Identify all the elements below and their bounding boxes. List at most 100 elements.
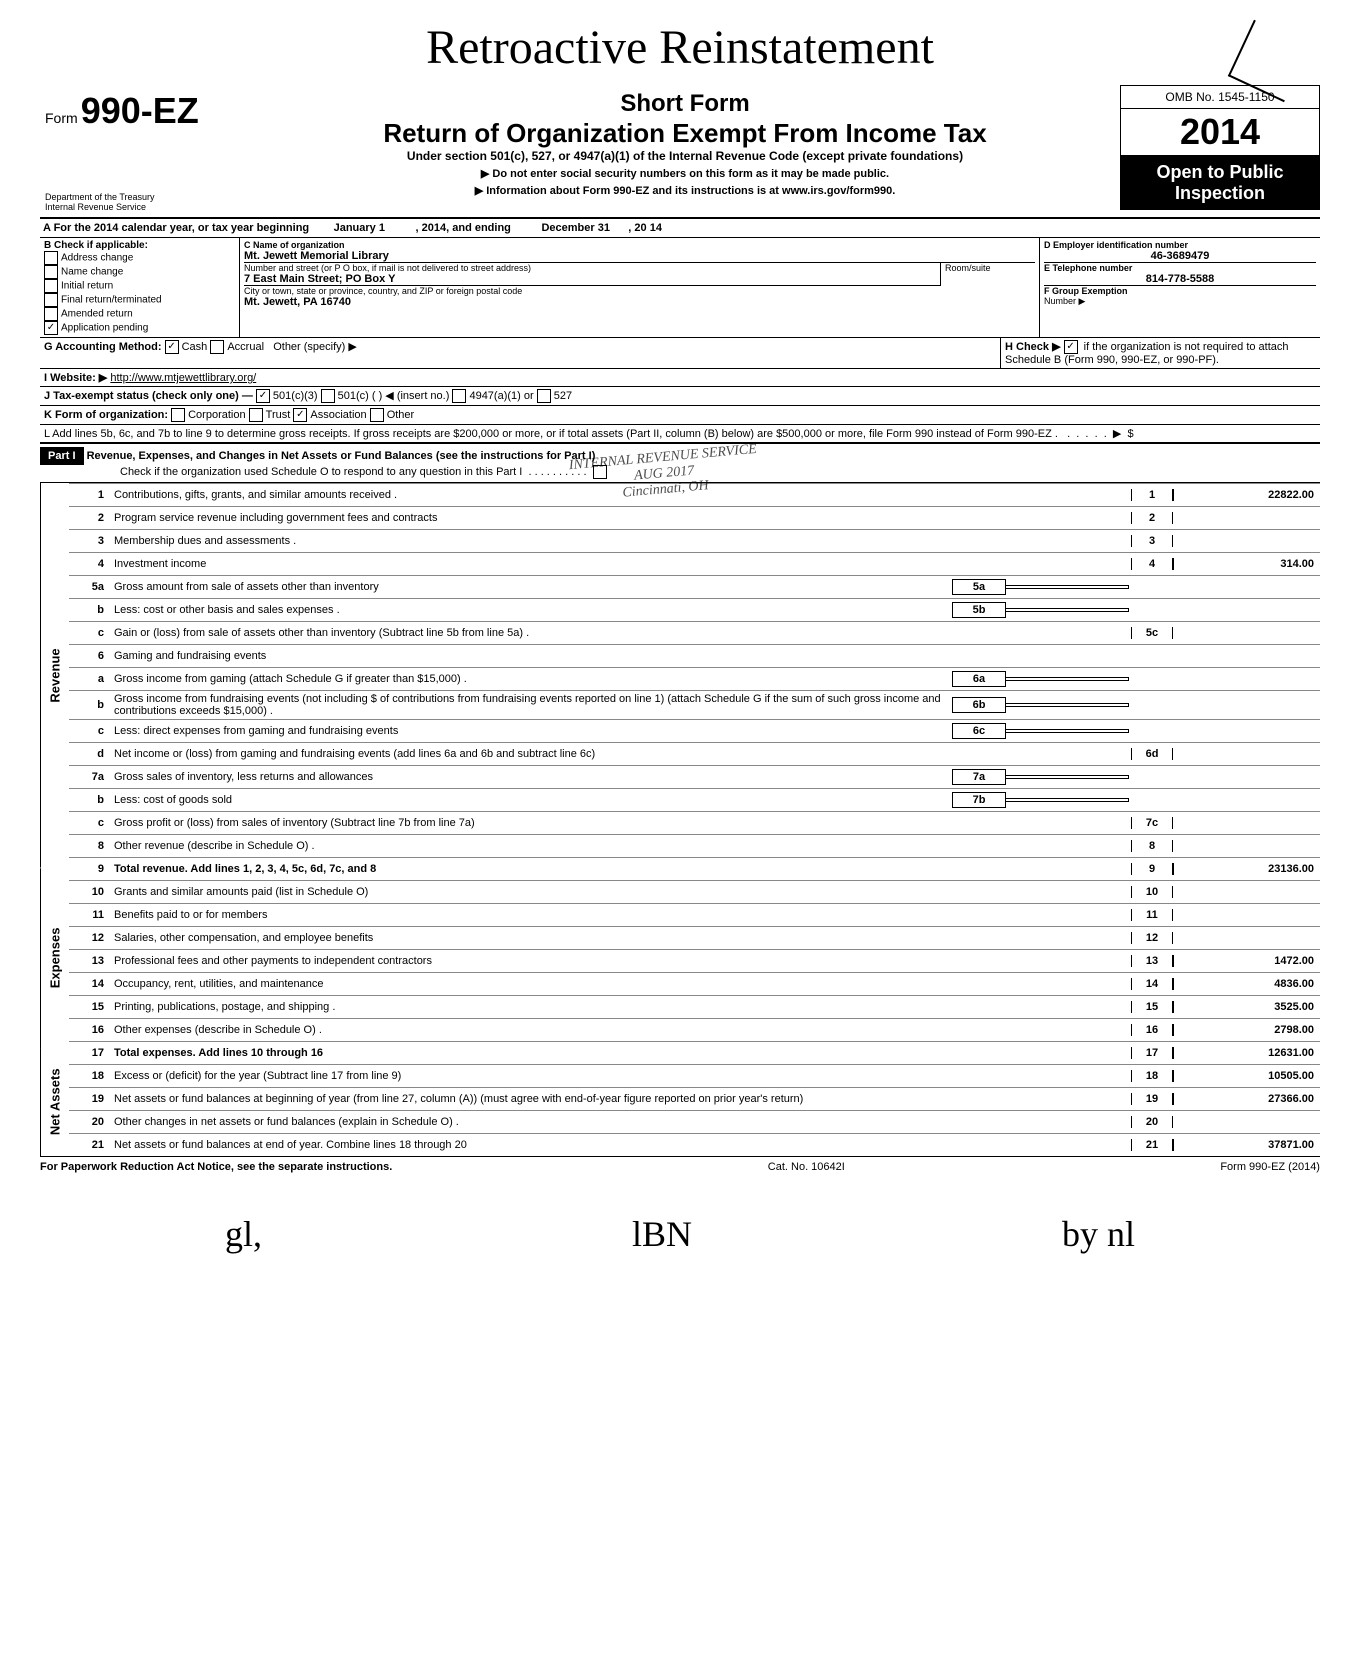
l-text: L Add lines 5b, 6c, and 7b to line 9 to … xyxy=(44,428,1058,440)
k-label: K Form of organization: xyxy=(44,409,168,421)
expenses-label: Expenses xyxy=(40,868,69,1048)
line-number: 1 xyxy=(69,489,112,501)
block-b-header: B Check if applicable: xyxy=(44,240,235,251)
line-description: Occupancy, rent, utilities, and maintena… xyxy=(112,976,1131,992)
sub-box-value[interactable] xyxy=(1006,703,1129,707)
line-number: c xyxy=(69,627,112,639)
block-b-item-label: Amended return xyxy=(61,309,133,320)
k-checkbox[interactable] xyxy=(370,408,384,422)
sub-box-value[interactable] xyxy=(1006,585,1129,589)
line-value[interactable]: 22822.00 xyxy=(1173,489,1320,501)
sub-box-label: 5a xyxy=(952,579,1006,595)
sub-box-label: 6c xyxy=(952,723,1006,739)
j-label: J Tax-exempt status (check only one) — xyxy=(44,390,253,402)
form-line: 11Benefits paid to or for members11 xyxy=(69,903,1320,926)
f-label: F Group Exemption xyxy=(1044,286,1316,296)
j-501c-checkbox[interactable] xyxy=(321,389,335,403)
netassets-label: Net Assets xyxy=(40,1048,69,1156)
i-label: I Website: ▶ xyxy=(44,372,107,384)
line-l: L Add lines 5b, 6c, and 7b to line 9 to … xyxy=(40,425,1320,442)
block-b-checkbox[interactable] xyxy=(44,251,58,265)
line-box-number: 12 xyxy=(1131,932,1173,944)
part1-check: Check if the organization used Schedule … xyxy=(120,466,522,478)
form-line: 13Professional fees and other payments t… xyxy=(69,949,1320,972)
form-line: bGross income from fundraising events (n… xyxy=(69,690,1320,719)
line-box-number: 17 xyxy=(1131,1047,1173,1059)
sub-box-value[interactable] xyxy=(1006,798,1129,802)
line-box-number: 16 xyxy=(1131,1024,1173,1036)
g-other: Other (specify) ▶ xyxy=(273,341,357,353)
line-value[interactable]: 314.00 xyxy=(1173,558,1320,570)
f-label2: Number ▶ xyxy=(1044,296,1316,307)
line-description: Gaming and fundraising events xyxy=(112,648,1131,664)
line-box-number: 11 xyxy=(1131,909,1173,921)
form-prefix: Form xyxy=(45,110,78,126)
j-527-checkbox[interactable] xyxy=(537,389,551,403)
form-line: 8Other revenue (describe in Schedule O) … xyxy=(69,834,1320,857)
sub-box-value[interactable] xyxy=(1006,677,1129,681)
j-opt2b: ) ◀ (insert no.) xyxy=(379,390,450,402)
line-box-number: 9 xyxy=(1131,863,1173,875)
line-value[interactable]: 1472.00 xyxy=(1173,955,1320,967)
sub-box-value[interactable] xyxy=(1006,775,1129,779)
block-b-checkbox[interactable] xyxy=(44,279,58,293)
block-b-checkbox[interactable] xyxy=(44,293,58,307)
form-line: bLess: cost or other basis and sales exp… xyxy=(69,598,1320,621)
k-checkbox[interactable] xyxy=(293,408,307,422)
line-j: J Tax-exempt status (check only one) — 5… xyxy=(40,387,1320,405)
block-b-checkbox[interactable] xyxy=(44,307,58,321)
k-checkbox[interactable] xyxy=(171,408,185,422)
line-number: d xyxy=(69,748,112,760)
website: http://www.mtjewettlibrary.org/ xyxy=(110,372,256,384)
initial-3: by nl xyxy=(1062,1213,1135,1255)
sub-box-value[interactable] xyxy=(1006,729,1129,733)
line-value[interactable]: 3525.00 xyxy=(1173,1001,1320,1013)
open1: Open to Public xyxy=(1126,162,1314,183)
initial-2: lBN xyxy=(632,1213,692,1255)
accrual-checkbox[interactable] xyxy=(210,340,224,354)
h-checkbox[interactable] xyxy=(1064,340,1078,354)
line-value[interactable]: 2798.00 xyxy=(1173,1024,1320,1036)
cash-checkbox[interactable] xyxy=(165,340,179,354)
form-number: 990-EZ xyxy=(81,90,199,131)
form-line: 6Gaming and fundraising events xyxy=(69,644,1320,667)
line-value[interactable]: 12631.00 xyxy=(1173,1047,1320,1059)
line-value[interactable]: 27366.00 xyxy=(1173,1093,1320,1105)
j-501c3-checkbox[interactable] xyxy=(256,389,270,403)
sub-box-label: 5b xyxy=(952,602,1006,618)
line-number: 2 xyxy=(69,512,112,524)
line-description: Other revenue (describe in Schedule O) . xyxy=(112,838,1131,854)
block-b-checkbox[interactable] xyxy=(44,265,58,279)
line-number: 19 xyxy=(69,1093,112,1105)
block-b-item: Address change xyxy=(44,251,235,265)
line-box-number: 3 xyxy=(1131,535,1173,547)
line-box-number: 10 xyxy=(1131,886,1173,898)
j-4947-checkbox[interactable] xyxy=(452,389,466,403)
line-description: Gain or (loss) from sale of assets other… xyxy=(112,625,1131,641)
line-value[interactable]: 23136.00 xyxy=(1173,863,1320,875)
line-value[interactable]: 10505.00 xyxy=(1173,1070,1320,1082)
block-d: D Employer identification number 46-3689… xyxy=(1040,238,1320,337)
line-value[interactable]: 4836.00 xyxy=(1173,978,1320,990)
line-a-mid: , 2014, and ending xyxy=(416,222,511,234)
block-c: C Name of organization Mt. Jewett Memori… xyxy=(240,238,1040,337)
initials-row: gl, lBN by nl xyxy=(40,1213,1320,1255)
sub-box-label: 7b xyxy=(952,792,1006,808)
line-number: 7a xyxy=(69,771,112,783)
block-b-item: Final return/terminated xyxy=(44,293,235,307)
line-k: K Form of organization: Corporation Trus… xyxy=(40,406,1320,424)
sub-box-value[interactable] xyxy=(1006,608,1129,612)
footer: For Paperwork Reduction Act Notice, see … xyxy=(40,1156,1320,1173)
handwritten-title: Retroactive Reinstatement xyxy=(40,20,1320,75)
line-description: Total revenue. Add lines 1, 2, 3, 4, 5c,… xyxy=(112,861,1131,877)
j-opt2: 501(c) ( xyxy=(338,390,376,402)
line-description: Gross sales of inventory, less returns a… xyxy=(112,767,1131,787)
line-box-number: 4 xyxy=(1131,558,1173,570)
city: Mt. Jewett, PA 16740 xyxy=(244,296,1035,308)
year-prefix: 20 xyxy=(1180,111,1220,152)
block-b-checkbox[interactable] xyxy=(44,321,58,335)
line-number: 14 xyxy=(69,978,112,990)
line-box-number: 2 xyxy=(1131,512,1173,524)
k-checkbox[interactable] xyxy=(249,408,263,422)
line-value[interactable]: 37871.00 xyxy=(1173,1139,1320,1151)
